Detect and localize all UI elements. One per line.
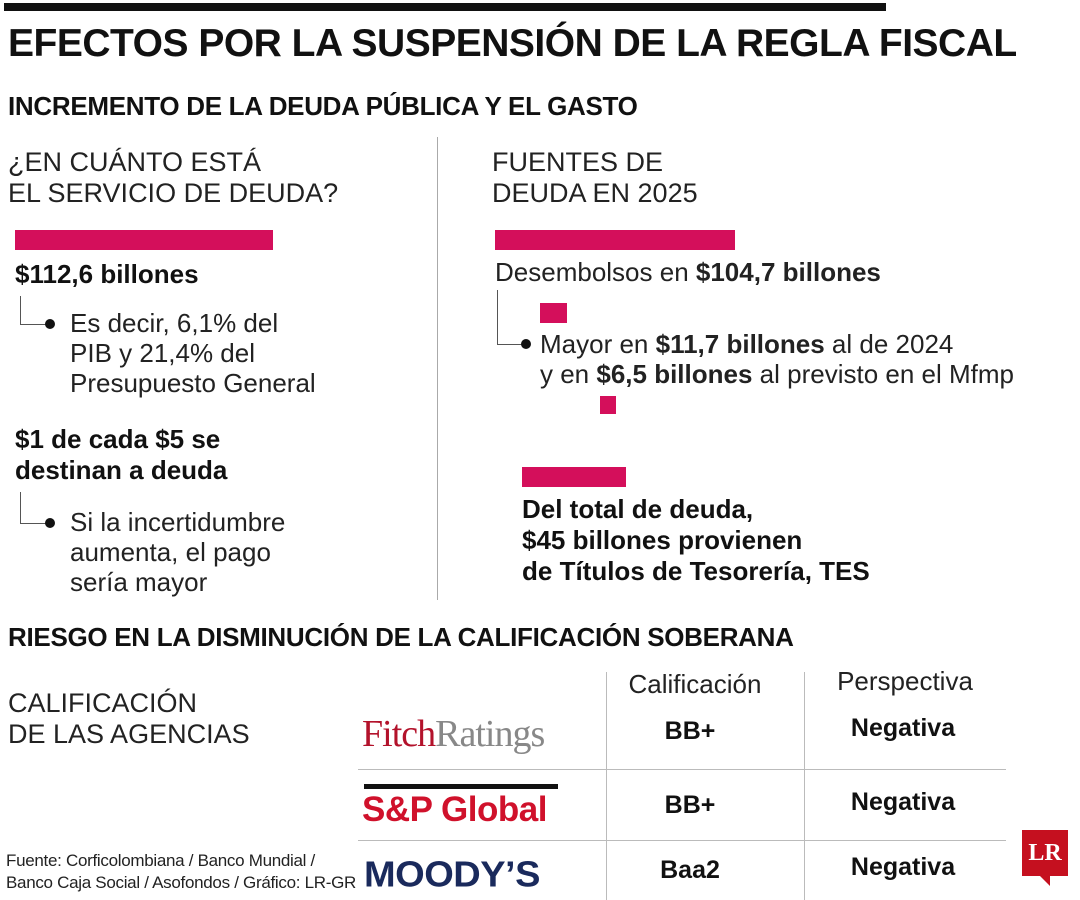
increase-mfmp-bar	[600, 396, 616, 414]
agencies-label: CALIFICACIÓN DE LAS AGENCIAS	[8, 688, 250, 750]
tes-line-2: $45 billones provienen	[522, 525, 803, 555]
uncertainty-note: Si la incertidumbre aumenta, el pago ser…	[70, 507, 285, 597]
tes-line-1: Del total de deuda,	[522, 494, 754, 524]
question-line-2: EL SERVICIO DE DEUDA?	[8, 178, 339, 208]
sp-global-logo: S&P Global	[362, 790, 547, 829]
page-title: EFECTOS POR LA SUSPENSIÓN DE LA REGLA FI…	[8, 22, 1017, 65]
table-divider-horizontal	[358, 769, 1006, 770]
agencies-label-line-1: CALIFICACIÓN	[8, 688, 198, 718]
increase-2024-bar	[540, 303, 567, 323]
sources-heading-line-1: FUENTES DE	[492, 147, 664, 177]
sources-heading-line-2: DEUDA EN 2025	[492, 178, 698, 208]
bullet-dot	[521, 339, 531, 349]
sp-logo-bar	[364, 784, 558, 789]
debt-service-question: ¿EN CUÁNTO ESTÁ EL SERVICIO DE DEUDA?	[8, 147, 338, 209]
connector-line	[497, 290, 525, 345]
question-line-1: ¿EN CUÁNTO ESTÁ	[8, 147, 262, 177]
increase-line-1: Mayor en $11,7 billones al de 2024	[540, 329, 954, 359]
moodys-outlook: Negativa	[850, 853, 956, 881]
sp-outlook: Negativa	[850, 788, 956, 816]
fact-note-line-1: Si la incertidumbre	[70, 507, 286, 537]
table-divider-vertical	[804, 672, 805, 900]
fact-line-2: destinan a deuda	[15, 455, 228, 485]
increase-text: Mayor en $11,7 billones al de 2024 y en …	[540, 329, 1014, 389]
table-divider-horizontal	[358, 840, 1006, 841]
column-divider	[437, 137, 438, 600]
moodys-logo: MOODY’S	[364, 855, 540, 895]
tes-bar	[522, 467, 626, 487]
note-line-3: Presupuesto General	[70, 368, 316, 398]
lr-logo-tail	[1040, 876, 1050, 886]
debt-service-bar	[15, 230, 273, 250]
column-header-rating: Calificación	[628, 669, 762, 699]
note-line-2: PIB y 21,4% del	[70, 338, 255, 368]
fact-note-line-3: sería mayor	[70, 567, 208, 597]
bullet-dot	[45, 518, 55, 528]
moodys-rating: Baa2	[660, 856, 720, 884]
agencies-label-line-2: DE LAS AGENCIAS	[8, 719, 250, 749]
fact-line-1: $1 de cada $5 se	[15, 424, 221, 454]
tes-line-3: de Títulos de Tesorería, TES	[522, 556, 870, 586]
connector-line	[20, 296, 49, 325]
debt-share-fact: $1 de cada $5 se destinan a deuda	[15, 424, 227, 486]
fitch-outlook: Negativa	[850, 714, 956, 742]
source-line-2: Banco Caja Social / Asofondos / Gráfico:…	[6, 873, 356, 892]
top-rule	[4, 3, 886, 11]
table-divider-vertical	[606, 672, 607, 900]
source-note: Fuente: Corficolombiana / Banco Mundial …	[6, 850, 356, 894]
debt-service-note: Es decir, 6,1% del PIB y 21,4% del Presu…	[70, 308, 316, 398]
section-heading-rating: RIESGO EN LA DISMINUCIÓN DE LA CALIFICAC…	[8, 622, 794, 652]
fitch-rating: BB+	[664, 717, 716, 745]
source-line-1: Fuente: Corficolombiana / Banco Mundial …	[6, 851, 315, 870]
sp-rating: BB+	[664, 791, 716, 819]
note-line-1: Es decir, 6,1% del	[70, 308, 279, 338]
bullet-dot	[45, 319, 55, 329]
connector-line	[20, 492, 49, 524]
section-heading-debt: INCREMENTO DE LA DEUDA PÚBLICA Y EL GAST…	[8, 91, 638, 121]
disbursements-text: Desembolsos en $104,7 billones	[495, 257, 881, 287]
debt-service-amount: $112,6 billones	[15, 259, 199, 289]
disbursements-bar	[495, 230, 735, 250]
fact-note-line-2: aumenta, el pago	[70, 537, 271, 567]
lr-logo: LR	[1022, 830, 1068, 876]
debt-sources-heading: FUENTES DE DEUDA EN 2025	[492, 147, 698, 209]
fitch-ratings-logo: FitchRatings	[362, 713, 545, 755]
tes-fact: Del total de deuda, $45 billones provien…	[522, 494, 870, 587]
increase-line-2: y en $6,5 billones al previsto en el Mfm…	[540, 359, 1015, 389]
column-header-outlook: Perspectiva	[837, 666, 973, 696]
